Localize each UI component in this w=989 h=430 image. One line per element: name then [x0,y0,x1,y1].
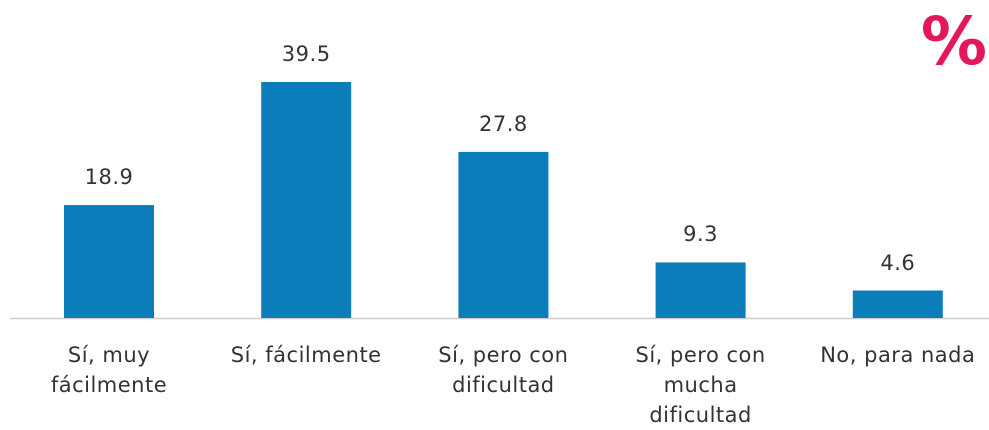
bar [64,205,154,318]
bar [852,290,943,318]
value-label: 4.6 [880,250,916,275]
value-label: 18.9 [84,165,134,190]
value-label: 9.3 [683,222,719,247]
value-label: 27.8 [479,111,528,136]
bar [458,151,549,318]
x-tick-label: Sí, muy fácilmente [50,343,168,397]
bar [261,81,352,318]
bar [655,262,746,318]
x-tick-label: Sí, fácilmente [230,343,382,367]
x-tick-label: Sí, pero con mucha dificultad [635,343,766,427]
unit-annotation: % [920,3,987,80]
x-tick-label: No, para nada [820,343,976,367]
x-tick-label: Sí, pero con dificultad [438,343,569,397]
value-label: 39.5 [281,41,331,66]
